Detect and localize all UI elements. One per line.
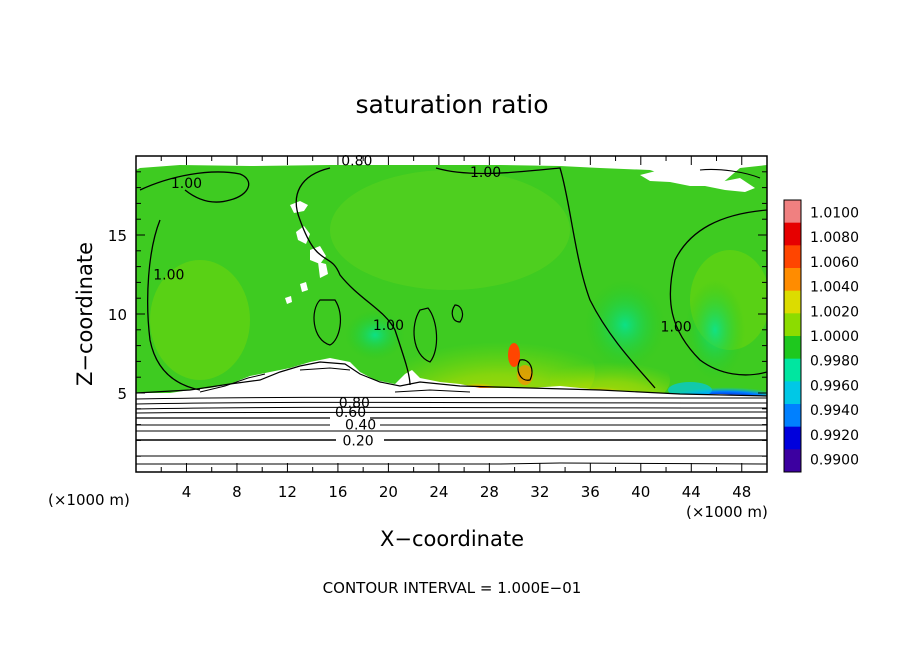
contour-line (136, 361, 767, 397)
contour-line-1.00 (147, 219, 201, 391)
colorbar-swatch (784, 336, 801, 360)
contour-label: 1.00 (470, 165, 501, 181)
saturation-field (136, 156, 767, 472)
contour-line (136, 411, 767, 414)
green-light-patch (330, 170, 570, 290)
contour-line-1.00 (517, 359, 533, 381)
colorbar-swatch (784, 245, 801, 269)
contour-line-1.00 (435, 167, 656, 389)
x-unit-right: (×1000 m) (686, 503, 768, 521)
contour-label: 0.80 (339, 395, 370, 411)
contour-line (199, 367, 471, 393)
colorbar-label: 1.0040 (810, 280, 859, 296)
y-tick-label: 5 (117, 385, 127, 403)
contour-line-1.00 (669, 209, 767, 376)
contour-label: 0.80 (341, 154, 372, 170)
x-tick-label: 44 (682, 483, 701, 501)
contour-label: 0.60 (335, 405, 366, 421)
x-tick-label: 48 (732, 483, 751, 501)
undefined-patch (640, 170, 755, 192)
x-tick-label: 20 (379, 483, 398, 501)
colorbar-swatch (784, 313, 801, 337)
colorbar-label: 0.9940 (810, 403, 859, 419)
contour-labels: 0.801.001.001.001.00 1.000.800.600.400.20 (153, 154, 691, 450)
contour-label: 0.40 (345, 418, 376, 434)
x-tick-label: 28 (480, 483, 499, 501)
colorbar-label: 1.0060 (810, 255, 859, 271)
contour-line-1.00 (413, 307, 438, 363)
x-tick-label: 36 (581, 483, 600, 501)
contour-label: 1.00 (661, 320, 692, 336)
x-tick-label: 24 (429, 483, 448, 501)
colorbar-label: 1.0080 (810, 230, 859, 246)
colorbar-label: 0.9900 (810, 453, 859, 469)
x-tick-label: 40 (631, 483, 650, 501)
contour-lines (136, 167, 767, 465)
colorbar-label: 1.0100 (810, 205, 859, 221)
colorbar-swatch (784, 268, 801, 292)
lower-white-region (136, 358, 767, 472)
contour-line (136, 406, 767, 410)
colorbar-swatch (784, 222, 801, 246)
colorbar: 1.0100 1.0080 1.0060 1.0040 1.0020 1.0000 0.99… (783, 199, 859, 473)
x-tick-label: 16 (328, 483, 347, 501)
contour-label: 1.00 (373, 318, 404, 334)
contour-line-1.00 (699, 168, 761, 179)
contour-line-1.00 (139, 171, 250, 203)
x-axis-label: X−coordinate (380, 527, 524, 551)
x-tick-label: 4 (182, 483, 192, 501)
colorbar-swatch (784, 404, 801, 428)
contour-label: 1.00 (153, 268, 184, 284)
colorbar-label: 1.0000 (810, 329, 859, 345)
colorbar-label: 0.9920 (810, 428, 859, 444)
y-axis-label: Z−coordinate (73, 242, 97, 386)
contour-line-1.00 (451, 304, 464, 323)
contour-line-1.00 (313, 299, 342, 346)
contour-interval-note: CONTOUR INTERVAL = 1.000E−01 (323, 579, 582, 597)
contour-line (136, 401, 767, 405)
contour-line (136, 396, 767, 400)
colorbar-label: 1.0020 (810, 304, 859, 320)
y-tick-label: 10 (108, 306, 127, 324)
x-tick-label: 12 (278, 483, 297, 501)
undefined-patch (136, 156, 767, 185)
colorbar-swatch (784, 200, 801, 224)
x-tick-label: 8 (232, 483, 242, 501)
colorbar-swatch (784, 449, 801, 473)
colorbar-swatch (784, 290, 801, 314)
colorbar-label: 0.9960 (810, 378, 859, 394)
colorbar-label: 0.9980 (810, 354, 859, 370)
contour-label: 1.00 (171, 176, 202, 192)
y-tick-label: 15 (108, 227, 127, 245)
cyan-region (585, 280, 665, 370)
colorbar-swatch (784, 426, 801, 450)
contour-line (136, 462, 767, 465)
contour-label: 0.20 (343, 433, 374, 449)
green-light-patch (150, 260, 250, 380)
undefined-patch (285, 201, 328, 304)
hot-spot (508, 343, 520, 367)
x-tick-label: 32 (530, 483, 549, 501)
colorbar-swatch (784, 381, 801, 405)
contour-line-1.00 (295, 167, 411, 386)
colorbar-swatch (784, 358, 801, 382)
colorbar-frame (783, 199, 802, 473)
chart-title: saturation ratio (355, 90, 548, 119)
cyan-region (685, 280, 745, 380)
x-unit-left: (×1000 m) (48, 491, 130, 509)
